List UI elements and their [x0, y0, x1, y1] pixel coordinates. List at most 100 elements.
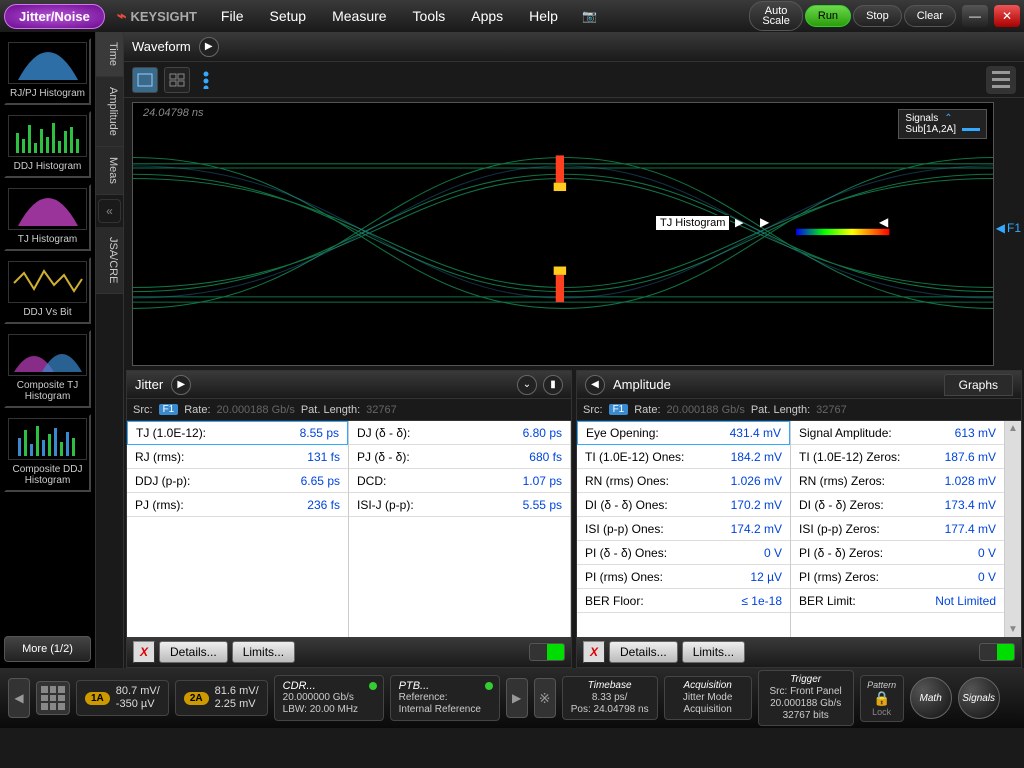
top-menubar: Jitter/Noise ⌁KEYSIGHT File Setup Measur… — [0, 0, 1024, 32]
menu-setup[interactable]: Setup — [257, 4, 318, 28]
measurement-row[interactable]: ISI-J (p-p):5.55 ps — [349, 493, 570, 517]
amplitude-play-icon[interactable]: ◀ — [585, 375, 605, 395]
measurement-row[interactable]: RN (rms) Ones:1.026 mV — [577, 469, 790, 493]
measurement-row[interactable]: RN (rms) Zeros:1.028 mV — [791, 469, 1004, 493]
grid-menu-icon[interactable] — [36, 681, 70, 715]
graphs-tab[interactable]: Graphs — [944, 374, 1013, 396]
clear-button[interactable]: Clear — [904, 5, 956, 27]
thumb-ddj-vs-bit[interactable]: DDJ Vs Bit — [4, 257, 91, 324]
status-indicator-icon — [529, 643, 565, 661]
chevron-down-icon[interactable]: ⌄ — [517, 375, 537, 395]
tab-jsacre[interactable]: JSA/CRE — [96, 227, 123, 294]
measurement-row[interactable]: DI (δ - δ) Ones:170.2 mV — [577, 493, 790, 517]
lock-icon: 🔒 — [865, 690, 899, 707]
thumb-composite-tj[interactable]: Composite TJ Histogram — [4, 330, 91, 408]
jitter-play-icon[interactable]: ▶ — [171, 375, 191, 395]
bottom-bar: ◀ 1A 80.7 mV/-350 µV 2A 81.6 mV/2.25 mV … — [0, 668, 1024, 728]
math-button[interactable]: Math — [910, 677, 952, 719]
measurement-row[interactable]: DCD:1.07 ps — [349, 469, 570, 493]
minimize-icon[interactable]: — — [962, 5, 988, 27]
acquisition-box[interactable]: Acquisition Jitter Mode Acquisition — [664, 676, 752, 720]
ptb-box[interactable]: PTB... Reference: Internal Reference — [390, 675, 500, 721]
channel-2a[interactable]: 2A 81.6 mV/2.25 mV — [175, 680, 268, 716]
menu-measure[interactable]: Measure — [320, 4, 398, 28]
measurement-row[interactable]: DJ (δ - δ):6.80 ps — [349, 421, 570, 445]
measurement-row[interactable]: BER Limit:Not Limited — [791, 589, 1004, 613]
thumbnail-sidebar: RJ/PJ Histogram DDJ Histogram TJ Histogr… — [0, 32, 96, 668]
stop-button[interactable]: Stop — [853, 5, 902, 27]
tj-histogram-marker[interactable]: TJ Histogram — [655, 215, 730, 231]
measurement-row[interactable]: Eye Opening:431.4 mV — [577, 421, 790, 445]
jitter-limits-button[interactable]: Limits... — [232, 641, 295, 663]
autoscale-button[interactable]: AutoScale — [749, 1, 803, 31]
status-indicator-icon — [979, 643, 1015, 661]
brand-logo: ⌁KEYSIGHT — [117, 6, 197, 26]
tab-time[interactable]: Time — [96, 32, 123, 77]
menu-apps[interactable]: Apps — [459, 4, 515, 28]
tab-amplitude[interactable]: Amplitude — [96, 77, 123, 147]
eye-diagram[interactable]: 24.04798 ns Signals⌃ Sub[1A,2A] TJ Histo… — [132, 102, 994, 366]
timebase-box[interactable]: Timebase 8.33 ps/ Pos: 24.04798 ns — [562, 676, 658, 720]
tab-meas[interactable]: Meas — [96, 147, 123, 195]
waveform-play-icon[interactable]: ▶ — [199, 37, 219, 57]
run-button[interactable]: Run — [805, 5, 851, 27]
pattern-lock-box[interactable]: Pattern 🔒 Lock — [860, 675, 904, 722]
amplitude-srcbar: Src:F1 Rate:20.000188 Gb/s Pat. Length:3… — [577, 399, 1021, 421]
measurement-row[interactable]: PJ (δ - δ):680 fs — [349, 445, 570, 469]
side-tabs: Time Amplitude Meas « JSA/CRE — [96, 32, 124, 668]
screenshot-icon[interactable]: 📷 — [572, 5, 607, 27]
cdr-box[interactable]: CDR... 20.000000 Gb/s LBW: 20.00 MHz — [274, 675, 384, 721]
measurement-row[interactable]: PI (δ - δ) Zeros:0 V — [791, 541, 1004, 565]
measurement-row[interactable]: TJ (1.0E-12):8.55 ps — [127, 421, 348, 445]
jitter-title: Jitter — [135, 377, 163, 392]
scrollbar[interactable]: ▲▼ — [1005, 421, 1021, 637]
measurement-row[interactable]: PJ (rms):236 fs — [127, 493, 348, 517]
ptb-status-icon — [485, 682, 493, 690]
amplitude-limits-button[interactable]: Limits... — [682, 641, 745, 663]
collapse-sidebar-icon[interactable]: « — [98, 199, 121, 223]
view-grid-icon[interactable] — [164, 67, 190, 93]
signals-legend[interactable]: Signals⌃ Sub[1A,2A] — [898, 109, 987, 139]
measurement-row[interactable]: Signal Amplitude:613 mV — [791, 421, 1004, 445]
thumb-tj-histogram[interactable]: TJ Histogram — [4, 184, 91, 251]
more-button[interactable]: More (1/2) — [4, 636, 91, 662]
nav-skip-icon[interactable]: ※ — [534, 678, 556, 718]
measurement-row[interactable]: DI (δ - δ) Zeros:173.4 mV — [791, 493, 1004, 517]
measurement-row[interactable]: TI (1.0E-12) Zeros:187.6 mV — [791, 445, 1004, 469]
measurement-row[interactable]: BER Floor:≤ 1e-18 — [577, 589, 790, 613]
trigger-box[interactable]: Trigger Src: Front Panel 20.000188 Gb/s … — [758, 670, 854, 726]
signals-button[interactable]: Signals — [958, 677, 1000, 719]
nav-left-icon[interactable]: ◀ — [8, 678, 30, 718]
view-dots-icon[interactable] — [196, 67, 222, 93]
amplitude-panel: ◀ Amplitude Graphs Src:F1 Rate:20.000188… — [576, 370, 1022, 668]
thumb-ddj-histogram[interactable]: DDJ Histogram — [4, 111, 91, 178]
channel-1a[interactable]: 1A 80.7 mV/-350 µV — [76, 680, 169, 716]
amplitude-close-icon[interactable]: X — [583, 641, 605, 663]
hamburger-icon[interactable] — [986, 66, 1016, 94]
measurement-row[interactable]: RJ (rms):131 fs — [127, 445, 348, 469]
jitter-close-icon[interactable]: X — [133, 641, 155, 663]
nav-play-icon[interactable]: ▶ — [506, 678, 528, 718]
amplitude-details-button[interactable]: Details... — [609, 641, 678, 663]
measurement-row[interactable]: PI (rms) Ones:12 µV — [577, 565, 790, 589]
thumb-composite-ddj[interactable]: Composite DDJ Histogram — [4, 414, 91, 492]
mode-badge[interactable]: Jitter/Noise — [4, 4, 105, 29]
jitter-panel: Jitter ▶ ⌄ ▮ Src:F1 Rate:20.000188 Gb/s … — [126, 370, 572, 668]
measurement-row[interactable]: ISI (p-p) Zeros:177.4 mV — [791, 517, 1004, 541]
menu-file[interactable]: File — [209, 4, 256, 28]
measurement-row[interactable]: PI (rms) Zeros:0 V — [791, 565, 1004, 589]
pin-icon[interactable]: ▮ — [543, 375, 563, 395]
measurement-row[interactable]: ISI (p-p) Ones:174.2 mV — [577, 517, 790, 541]
measurement-row[interactable]: TI (1.0E-12) Ones:184.2 mV — [577, 445, 790, 469]
menu-tools[interactable]: Tools — [401, 4, 458, 28]
jitter-details-button[interactable]: Details... — [159, 641, 228, 663]
menu-help[interactable]: Help — [517, 4, 570, 28]
f1-indicator: F1 — [996, 221, 1021, 235]
waveform-title: Waveform — [132, 39, 191, 54]
close-icon[interactable]: ✕ — [994, 5, 1020, 27]
measurement-row[interactable]: PI (δ - δ) Ones:0 V — [577, 541, 790, 565]
measurement-row[interactable]: DDJ (p-p):6.65 ps — [127, 469, 348, 493]
cdr-status-icon — [369, 682, 377, 690]
view-single-icon[interactable] — [132, 67, 158, 93]
thumb-rjpj-histogram[interactable]: RJ/PJ Histogram — [4, 38, 91, 105]
